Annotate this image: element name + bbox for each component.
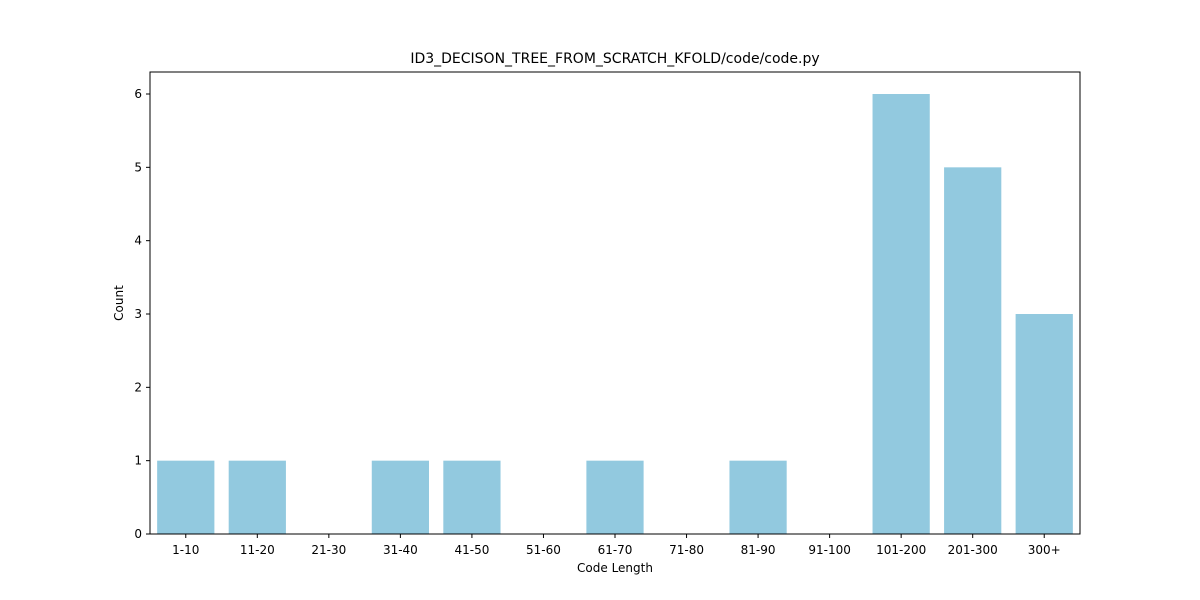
x-tick-label: 11-20 [240,543,275,557]
y-tick-label: 4 [134,234,142,248]
x-tick-label: 300+ [1028,543,1061,557]
x-tick-label: 31-40 [383,543,418,557]
x-tick-label: 61-70 [598,543,633,557]
chart-title: ID3_DECISON_TREE_FROM_SCRATCH_KFOLD/code… [410,51,819,67]
x-tick-label: 51-60 [526,543,561,557]
bar-1-10 [157,460,215,534]
bars-group [157,94,1073,535]
x-tick-label: 91-100 [808,543,851,557]
x-tick-label: 81-90 [741,543,776,557]
x-tick-label: 201-300 [948,543,998,557]
y-tick-label: 3 [134,307,142,321]
x-tick-label: 1-10 [172,543,199,557]
y-tick-label: 1 [134,454,142,468]
bar-201-300 [944,167,1002,535]
x-tick-label: 71-80 [669,543,704,557]
y-axis-label: Count [112,285,126,321]
bar-81-90 [729,460,787,534]
x-axis: 1-10 11-20 21-30 31-40 41-50 51-60 61-70 71-80 8… [172,534,1061,557]
bar-101-200 [872,94,930,534]
bar-61-70 [586,460,644,534]
bar-300+ [1015,314,1073,534]
x-axis-label: Code Length [577,561,653,575]
y-axis: 0 1 2 3 4 5 6 [134,87,150,541]
bar-31-40 [371,460,429,534]
bar-41-50 [443,460,501,534]
x-tick-label: 41-50 [454,543,489,557]
y-tick-label: 2 [134,380,142,394]
y-tick-label: 6 [134,87,142,101]
bar-11-20 [228,460,286,534]
x-tick-label: 101-200 [876,543,926,557]
y-tick-label: 5 [134,160,142,174]
y-tick-label: 0 [134,527,142,541]
x-tick-label: 21-30 [311,543,346,557]
